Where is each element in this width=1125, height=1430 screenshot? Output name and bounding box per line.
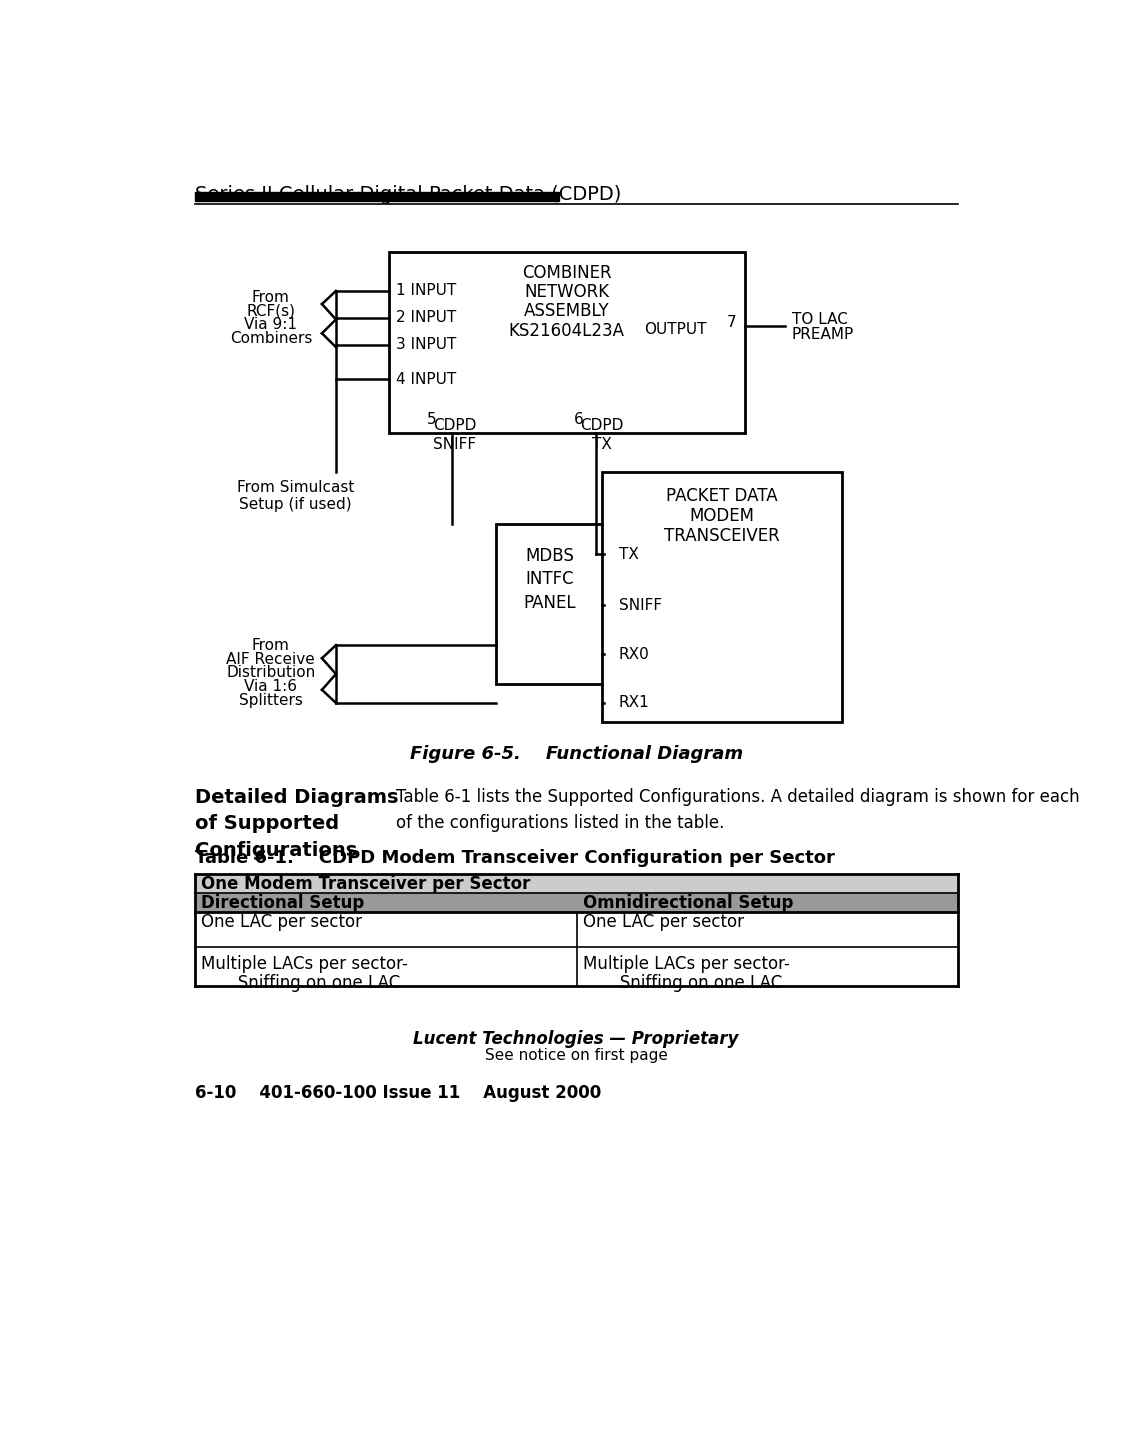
Text: COMBINER: COMBINER	[522, 265, 612, 282]
Text: CDPD: CDPD	[580, 418, 623, 433]
Text: MDBS: MDBS	[525, 548, 574, 565]
Text: Via 9:1: Via 9:1	[244, 317, 297, 332]
Bar	[195, 894, 958, 912]
Text: 5: 5	[426, 412, 436, 428]
Bar	[602, 472, 842, 722]
Text: Lucent Technologies — Proprietary: Lucent Technologies — Proprietary	[413, 1030, 739, 1048]
Text: RX0: RX0	[619, 646, 649, 662]
Text: RCF(s): RCF(s)	[246, 303, 296, 319]
Text: Multiple LACs per sector-: Multiple LACs per sector-	[201, 955, 408, 972]
Text: 7: 7	[727, 315, 736, 330]
Text: Setup (if used): Setup (if used)	[240, 496, 352, 512]
Text: 4 INPUT: 4 INPUT	[396, 372, 457, 388]
Text: NETWORK: NETWORK	[524, 283, 610, 302]
Text: Sniffing on one LAC: Sniffing on one LAC	[201, 974, 400, 992]
Text: INTFC: INTFC	[525, 571, 574, 589]
Text: Table 6-1 lists the Supported Configurations. A detailed diagram is shown for ea: Table 6-1 lists the Supported Configurat…	[396, 788, 1080, 832]
Text: 2 INPUT: 2 INPUT	[396, 310, 457, 326]
Text: OUTPUT: OUTPUT	[645, 322, 706, 337]
Text: 3 INPUT: 3 INPUT	[396, 337, 457, 352]
Text: One LAC per sector: One LAC per sector	[201, 914, 362, 931]
Text: One LAC per sector: One LAC per sector	[583, 914, 744, 931]
Text: 6-10    401-660-100 Issue 11    August 2000: 6-10 401-660-100 Issue 11 August 2000	[195, 1084, 601, 1103]
Text: From: From	[252, 638, 290, 652]
Text: SNIFF: SNIFF	[433, 436, 476, 452]
Text: Multiple LACs per sector-: Multiple LACs per sector-	[583, 955, 790, 972]
Text: Distribution: Distribution	[226, 665, 315, 681]
Bar	[388, 253, 745, 433]
Bar	[195, 192, 559, 200]
Text: MODEM: MODEM	[690, 508, 755, 525]
Text: Omnidirectional Setup: Omnidirectional Setup	[583, 894, 793, 912]
Bar	[496, 525, 604, 684]
Text: Detailed Diagrams
of Supported
Configurations: Detailed Diagrams of Supported Configura…	[195, 788, 398, 859]
Text: Figure 6-5.    Functional Diagram: Figure 6-5. Functional Diagram	[410, 745, 742, 764]
Text: Splitters: Splitters	[238, 694, 303, 708]
Text: Directional Setup: Directional Setup	[201, 894, 364, 912]
Bar	[195, 874, 958, 894]
Text: Series II Cellular Digital Packet Data (CDPD): Series II Cellular Digital Packet Data (…	[195, 186, 621, 204]
Text: One Modem Transceiver per Sector: One Modem Transceiver per Sector	[201, 875, 531, 892]
Text: AIF Receive: AIF Receive	[226, 652, 315, 666]
Text: Table 6-1.    CDPD Modem Transceiver Configuration per Sector: Table 6-1. CDPD Modem Transceiver Config…	[195, 849, 835, 867]
Text: PACKET DATA: PACKET DATA	[666, 488, 777, 505]
Text: 1 INPUT: 1 INPUT	[396, 283, 457, 299]
Text: PREAMP: PREAMP	[792, 327, 854, 342]
Text: Sniffing on one LAC: Sniffing on one LAC	[583, 974, 782, 992]
Text: From: From	[252, 290, 290, 305]
Text: 6: 6	[574, 412, 584, 428]
Text: From Simulcast: From Simulcast	[237, 479, 354, 495]
Text: RX1: RX1	[619, 695, 649, 711]
Text: CDPD: CDPD	[433, 418, 476, 433]
Text: TO LAC: TO LAC	[792, 312, 847, 327]
Text: PANEL: PANEL	[523, 593, 576, 612]
Text: TRANSCEIVER: TRANSCEIVER	[664, 528, 780, 545]
Text: Combiners: Combiners	[229, 332, 312, 346]
Text: TX: TX	[592, 436, 612, 452]
Text: TX: TX	[619, 546, 639, 562]
Text: ASSEMBLY: ASSEMBLY	[524, 303, 610, 320]
Text: KS21604L23A: KS21604L23A	[508, 322, 624, 340]
Text: SNIFF: SNIFF	[619, 598, 661, 612]
Text: Via 1:6: Via 1:6	[244, 679, 297, 694]
Text: See notice on first page: See notice on first page	[485, 1048, 667, 1062]
